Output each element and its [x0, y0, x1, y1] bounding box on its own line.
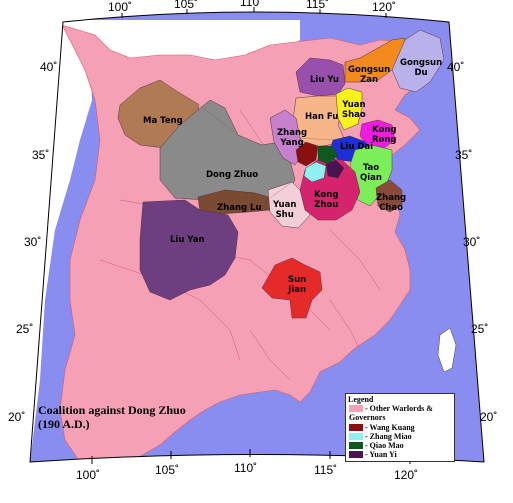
tick-right-40: 40˚	[447, 60, 465, 74]
map-title-line2: (190 A.D.)	[38, 417, 90, 431]
label-kong-rong: Kong Rong	[372, 125, 397, 145]
label-dong-zhuo: Dong Zhuo	[206, 170, 259, 180]
tick-right-20: 20˚	[480, 410, 498, 424]
tick-right-30: 30˚	[463, 235, 481, 249]
tick-top-100: 100˚	[108, 0, 133, 14]
label-yuan-shu: Yuan Shu	[273, 200, 297, 220]
legend-label-zhang-miao: - Zhang Miao	[365, 432, 412, 441]
legend-label-qiao-mao: - Qiao Mao	[365, 441, 404, 450]
tick-bottom-100: 100˚	[76, 468, 101, 482]
tick-top-110: 110˚	[240, 0, 264, 9]
region-zhang-miao	[303, 161, 327, 183]
tick-top-105: 105˚	[174, 0, 199, 11]
label-tao-qian: Tao Qian	[360, 163, 382, 183]
legend: Legend - Other Warlords & Governors - Wa…	[345, 393, 455, 462]
tick-left-25: 25˚	[16, 322, 34, 336]
legend-swatch-qiao-mao	[349, 442, 363, 449]
legend-item-wang-kuang: - Wang Kuang	[349, 424, 415, 433]
label-zhang-yang: Zhang Yang	[277, 128, 308, 148]
label-liu-yan: Liu Yan	[170, 235, 205, 245]
tick-bottom-115: 115˚	[314, 463, 338, 477]
map-title: Coalition against Dong Zhuo (190 A.D.)	[38, 403, 186, 431]
label-liu-dai: Liu Dai	[340, 142, 374, 152]
region-zhang-chao	[375, 179, 403, 213]
tick-left-20: 20˚	[8, 410, 26, 424]
label-han-fu: Han Fu	[305, 112, 339, 122]
tick-bottom-120: 120˚	[394, 468, 419, 482]
legend-swatch-wang-kuang	[349, 424, 363, 431]
tick-right-35: 35˚	[455, 148, 473, 162]
label-gongsun-du: Gongsun Du	[400, 58, 443, 78]
tick-top-120: 120˚	[372, 0, 397, 14]
region-borders	[174, 62, 346, 213]
legend-title: Legend	[348, 395, 374, 404]
label-ma-teng: Ma Teng	[143, 116, 183, 126]
map-title-line1: Coalition against Dong Zhuo	[38, 403, 186, 417]
region-qiao-mao	[317, 145, 339, 165]
legend-label-governors: Governors	[349, 413, 386, 422]
label-yuan-shao: Yuan Shao	[342, 100, 366, 120]
region-sun-jian	[261, 257, 323, 319]
tick-left-35: 35˚	[32, 148, 50, 162]
legend-label-other-warlords: - Other Warlords &	[365, 404, 433, 413]
label-gongsun-zan: Gongsun Zan	[348, 65, 391, 85]
label-zhang-lu: Zhang Lu	[217, 203, 262, 213]
tick-bottom-110: 110˚	[234, 461, 258, 475]
legend-item-other-warlords: - Other Warlords &	[349, 405, 433, 414]
map-frame	[29, 11, 485, 463]
region-kong-rong	[359, 119, 396, 149]
region-gongsun-du	[391, 29, 445, 93]
region-yuan-shao	[335, 87, 363, 131]
label-zhang-chao: Zhang Chao	[376, 193, 407, 213]
tick-left-30: 30˚	[24, 235, 42, 249]
tick-left-40: 40˚	[40, 60, 58, 74]
region-wang-kuang	[295, 141, 319, 167]
tick-top-115: 115˚	[306, 0, 330, 11]
tick-bottom-105: 105˚	[155, 463, 180, 477]
region-yuan-shu	[267, 181, 311, 229]
legend-label-yuan-yi: - Yuan Yi	[365, 450, 397, 459]
region-liu-yu	[295, 57, 346, 97]
region-yuan-yi	[325, 159, 345, 179]
legend-item-qiao-mao: - Qiao Mao	[349, 442, 404, 451]
legend-item-zhang-miao: - Zhang Miao	[349, 433, 412, 442]
label-liu-yu: Liu Yu	[310, 75, 339, 85]
legend-item-yuan-yi: - Yuan Yi	[349, 451, 397, 460]
region-dong-zhuo	[159, 99, 296, 201]
label-kong-zhou: Kong Zhou	[314, 190, 339, 210]
taiwan-island	[437, 327, 457, 373]
hainan-island	[267, 461, 301, 462]
legend-swatch-other-warlords	[349, 405, 363, 412]
legend-swatch-zhang-miao	[349, 433, 363, 440]
legend-label-wang-kuang: - Wang Kuang	[365, 423, 415, 432]
legend-item-governors: Governors	[349, 414, 385, 423]
legend-swatch-yuan-yi	[349, 451, 363, 458]
tick-right-25: 25˚	[471, 322, 489, 336]
region-liu-yan	[139, 199, 239, 301]
label-sun-jian: Sun Jian	[288, 275, 307, 295]
